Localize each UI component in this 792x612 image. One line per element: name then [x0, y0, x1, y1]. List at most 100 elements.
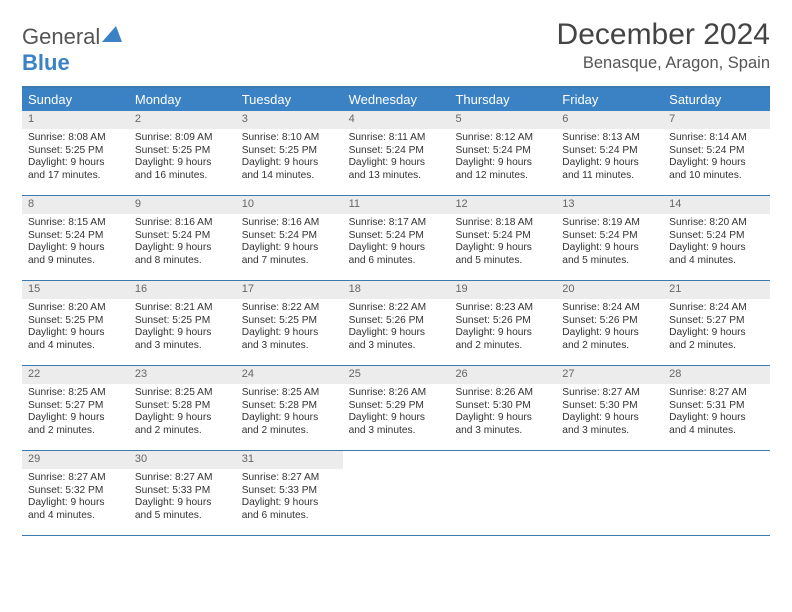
sunrise-text: Sunrise: 8:14 AM — [663, 132, 770, 145]
daylight-text: and 2 minutes. — [129, 425, 236, 438]
daylight-text: Daylight: 9 hours — [236, 157, 343, 170]
dayhdr-fri: Friday — [556, 88, 663, 111]
sunrise-text: Sunrise: 8:22 AM — [236, 302, 343, 315]
daylight-text: Daylight: 9 hours — [449, 327, 556, 340]
calendar-cell — [663, 451, 770, 535]
sunset-text: Sunset: 5:27 PM — [22, 400, 129, 413]
daylight-text: Daylight: 9 hours — [663, 412, 770, 425]
sunset-text: Sunset: 5:26 PM — [449, 315, 556, 328]
sunset-text: Sunset: 5:24 PM — [663, 230, 770, 243]
calendar-cell: 21Sunrise: 8:24 AMSunset: 5:27 PMDayligh… — [663, 281, 770, 365]
sunset-text: Sunset: 5:30 PM — [449, 400, 556, 413]
day-number: 5 — [449, 111, 556, 129]
day-number: 12 — [449, 196, 556, 214]
calendar-cell — [556, 451, 663, 535]
sunset-text: Sunset: 5:24 PM — [449, 145, 556, 158]
day-number: 1 — [22, 111, 129, 129]
calendar-cell: 28Sunrise: 8:27 AMSunset: 5:31 PMDayligh… — [663, 366, 770, 450]
day-number: 3 — [236, 111, 343, 129]
calendar-cell: 30Sunrise: 8:27 AMSunset: 5:33 PMDayligh… — [129, 451, 236, 535]
sunset-text: Sunset: 5:24 PM — [343, 145, 450, 158]
sunrise-text: Sunrise: 8:22 AM — [343, 302, 450, 315]
dayhdr-mon: Monday — [129, 88, 236, 111]
daylight-text: Daylight: 9 hours — [129, 242, 236, 255]
sunrise-text: Sunrise: 8:13 AM — [556, 132, 663, 145]
sunrise-text: Sunrise: 8:10 AM — [236, 132, 343, 145]
sunset-text: Sunset: 5:24 PM — [556, 145, 663, 158]
calendar-cell: 25Sunrise: 8:26 AMSunset: 5:29 PMDayligh… — [343, 366, 450, 450]
day-number: 29 — [22, 451, 129, 469]
sunset-text: Sunset: 5:27 PM — [663, 315, 770, 328]
day-number: 27 — [556, 366, 663, 384]
dayhdr-wed: Wednesday — [343, 88, 450, 111]
daylight-text: Daylight: 9 hours — [343, 157, 450, 170]
sunrise-text: Sunrise: 8:26 AM — [343, 387, 450, 400]
calendar-cell — [449, 451, 556, 535]
daylight-text: Daylight: 9 hours — [663, 157, 770, 170]
logo-text: General Blue — [22, 24, 122, 76]
day-number: 26 — [449, 366, 556, 384]
dayhdr-sat: Saturday — [663, 88, 770, 111]
calendar-cell: 20Sunrise: 8:24 AMSunset: 5:26 PMDayligh… — [556, 281, 663, 365]
calendar-cell: 29Sunrise: 8:27 AMSunset: 5:32 PMDayligh… — [22, 451, 129, 535]
sunrise-text: Sunrise: 8:20 AM — [22, 302, 129, 315]
sunrise-text: Sunrise: 8:20 AM — [663, 217, 770, 230]
daylight-text: and 9 minutes. — [22, 255, 129, 268]
daylight-text: and 5 minutes. — [129, 510, 236, 523]
day-number: 31 — [236, 451, 343, 469]
daylight-text: Daylight: 9 hours — [449, 412, 556, 425]
daylight-text: and 2 minutes. — [449, 340, 556, 353]
daylight-text: Daylight: 9 hours — [129, 497, 236, 510]
daylight-text: and 11 minutes. — [556, 170, 663, 183]
calendar-week: 22Sunrise: 8:25 AMSunset: 5:27 PMDayligh… — [22, 366, 770, 451]
calendar-header-row: Sunday Monday Tuesday Wednesday Thursday… — [22, 88, 770, 111]
daylight-text: Daylight: 9 hours — [22, 497, 129, 510]
day-number: 24 — [236, 366, 343, 384]
calendar-week: 15Sunrise: 8:20 AMSunset: 5:25 PMDayligh… — [22, 281, 770, 366]
sunrise-text: Sunrise: 8:25 AM — [22, 387, 129, 400]
calendar: Sunday Monday Tuesday Wednesday Thursday… — [22, 86, 770, 536]
calendar-cell: 26 Sunrise: 8:26 AMSunset: 5:30 PMDayligh… — [449, 366, 556, 450]
dayhdr-tue: Tuesday — [236, 88, 343, 111]
calendar-cell: 4 Sunrise: 8:11 AMSunset: 5:24 PMDaylight… — [343, 111, 450, 195]
sunrise-text: Sunrise: 8:26 AM — [449, 387, 556, 400]
daylight-text: and 5 minutes. — [449, 255, 556, 268]
daylight-text: and 17 minutes. — [22, 170, 129, 183]
daylight-text: Daylight: 9 hours — [22, 157, 129, 170]
daylight-text: and 2 minutes. — [663, 340, 770, 353]
logo-word1: General — [22, 24, 100, 49]
day-number: 9 — [129, 196, 236, 214]
calendar-cell: 18Sunrise: 8:22 AMSunset: 5:26 PMDayligh… — [343, 281, 450, 365]
daylight-text: Daylight: 9 hours — [343, 327, 450, 340]
day-number: 19 — [449, 281, 556, 299]
day-number: 20 — [556, 281, 663, 299]
calendar-cell: 16Sunrise: 8:21 AMSunset: 5:25 PMDayligh… — [129, 281, 236, 365]
sunrise-text: Sunrise: 8:08 AM — [22, 132, 129, 145]
daylight-text: and 3 minutes. — [449, 425, 556, 438]
sunset-text: Sunset: 5:31 PM — [663, 400, 770, 413]
sunrise-text: Sunrise: 8:27 AM — [556, 387, 663, 400]
sunset-text: Sunset: 5:24 PM — [236, 230, 343, 243]
daylight-text: Daylight: 9 hours — [236, 327, 343, 340]
daylight-text: and 3 minutes. — [343, 425, 450, 438]
calendar-cell: 6Sunrise: 8:13 AMSunset: 5:24 PMDaylight… — [556, 111, 663, 195]
sunset-text: Sunset: 5:29 PM — [343, 400, 450, 413]
sunrise-text: Sunrise: 8:15 AM — [22, 217, 129, 230]
sunset-text: Sunset: 5:24 PM — [663, 145, 770, 158]
logo: General Blue — [22, 18, 122, 76]
daylight-text: Daylight: 9 hours — [556, 412, 663, 425]
location-label: Benasque, Aragon, Spain — [557, 54, 770, 73]
daylight-text: and 5 minutes. — [556, 255, 663, 268]
page-title: December 2024 — [557, 18, 770, 52]
calendar-cell: 15Sunrise: 8:20 AMSunset: 5:25 PMDayligh… — [22, 281, 129, 365]
daylight-text: and 12 minutes. — [449, 170, 556, 183]
daylight-text: Daylight: 9 hours — [22, 242, 129, 255]
daylight-text: and 4 minutes. — [663, 425, 770, 438]
sunrise-text: Sunrise: 8:11 AM — [343, 132, 450, 145]
calendar-cell: 12Sunrise: 8:18 AMSunset: 5:24 PMDayligh… — [449, 196, 556, 280]
sunset-text: Sunset: 5:33 PM — [236, 485, 343, 498]
sunrise-text: Sunrise: 8:27 AM — [129, 472, 236, 485]
day-number: 10 — [236, 196, 343, 214]
day-number: 4 — [343, 111, 450, 129]
sunrise-text: Sunrise: 8:25 AM — [129, 387, 236, 400]
